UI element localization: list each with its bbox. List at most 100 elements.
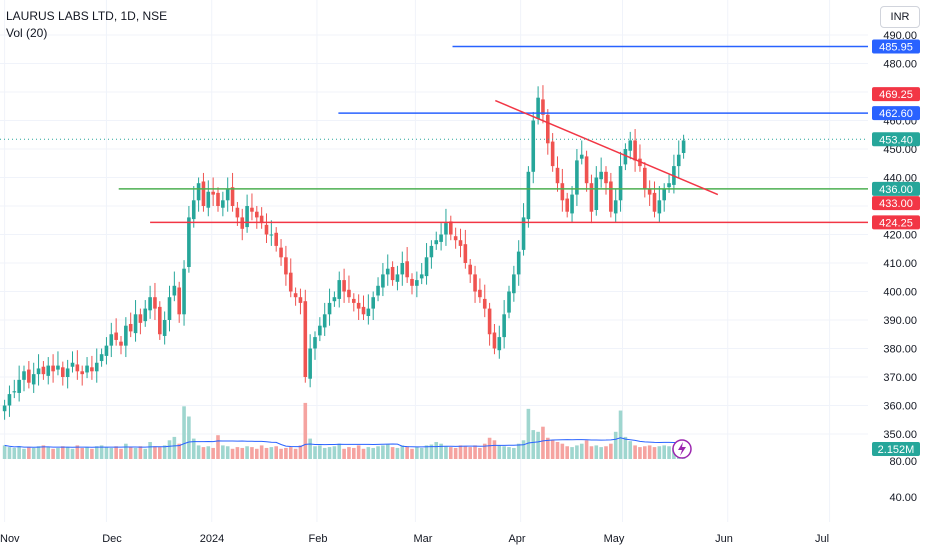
candle-body [458,240,463,246]
volume-bar [240,447,245,459]
candle-body [196,183,201,201]
y-tick-label: 390.00 [883,315,917,327]
candle-body [419,274,424,279]
candle-body [410,278,414,286]
volume-bar [46,447,51,459]
volume-bar [584,440,589,459]
volume-bar [216,435,220,459]
volume-bar [565,446,569,459]
candle-body [366,308,371,317]
candle-body [245,206,249,228]
volume-bar [473,445,477,459]
candle-body [298,297,303,303]
volume-bar [395,447,400,459]
volume-bar [201,447,206,459]
candle-body [584,156,589,184]
candle-body [70,362,75,367]
volume-indicator-label[interactable]: Vol (20) [6,26,48,40]
volume-bar [449,447,453,459]
volume-bar [482,443,487,459]
x-tick-label: Dec [102,533,122,545]
volume-bar [322,447,327,459]
volume-bar [104,447,109,459]
currency-selector[interactable]: INR [880,6,920,28]
x-tick-label: May [604,533,625,545]
volume-bar [230,448,235,459]
candle-body [201,181,206,206]
volume-bar [429,444,434,459]
volume-bar [65,447,70,459]
volume-bar [133,447,138,459]
candle-body [657,200,662,214]
volume-bar [613,431,618,459]
volume-bar [502,446,506,459]
volume-bar [347,447,351,459]
candle-body [356,302,361,309]
candle-body [429,245,434,258]
volume-bar [657,446,662,459]
volume-bar [521,440,526,459]
candle-body [191,200,196,220]
volume-bar [647,445,652,459]
y-tick-label: 410.00 [883,258,917,270]
y-tick-label: 480.00 [883,59,917,71]
candle-body [453,236,458,241]
volume-bar [279,448,283,459]
y-tick-label: 360.00 [883,401,917,413]
volume-bar [560,443,565,459]
candle-body [463,244,468,263]
candle-body [633,140,637,161]
volume-bar [274,446,278,459]
volume-bar [245,446,249,459]
candle-body [502,314,506,338]
candle-body [90,367,94,372]
price-label-box [872,106,920,121]
volume-bar [405,446,409,459]
candle-body [492,332,497,349]
candle-body [158,306,162,335]
candle-body [676,154,681,167]
volume-bar [172,436,177,459]
volume-bar [434,442,439,459]
x-tick-label: Feb [309,533,328,545]
candle-body [327,302,332,315]
volume-bar [138,446,143,459]
volume-ma-line [4,437,684,448]
candle-body [623,149,628,165]
candle-body [589,183,594,212]
candle-body [512,274,516,294]
volume-bar [594,445,599,459]
candle-body [211,191,215,195]
y-tick-label: 350.00 [883,429,917,441]
volume-bar [410,448,414,459]
volume-bar [2,445,7,459]
volume-bar [235,447,240,459]
volume-bar [618,410,623,459]
candle-body [468,264,472,275]
candle-body [85,365,89,373]
candle-body [560,183,565,201]
volume-bar [17,446,21,459]
candle-body [487,308,492,335]
trendline[interactable] [495,99,719,196]
candle-body [395,274,400,282]
volume-bar [652,447,657,459]
volume-bar [31,447,36,459]
candle-body [104,345,109,356]
candle-body [390,266,395,281]
volume-bar [667,446,671,459]
candle-body [46,365,51,376]
candle-body [526,171,531,220]
candle-body [381,274,385,288]
volume-bar [128,447,133,459]
candle-body [235,207,240,218]
candle-body [667,183,671,188]
volume-bar [167,440,172,459]
candle-body [322,314,327,328]
candle-body [250,207,254,212]
volume-bar [85,447,89,459]
candle-body [507,291,511,313]
volume-bar [463,446,468,459]
price-label-box [872,132,920,147]
